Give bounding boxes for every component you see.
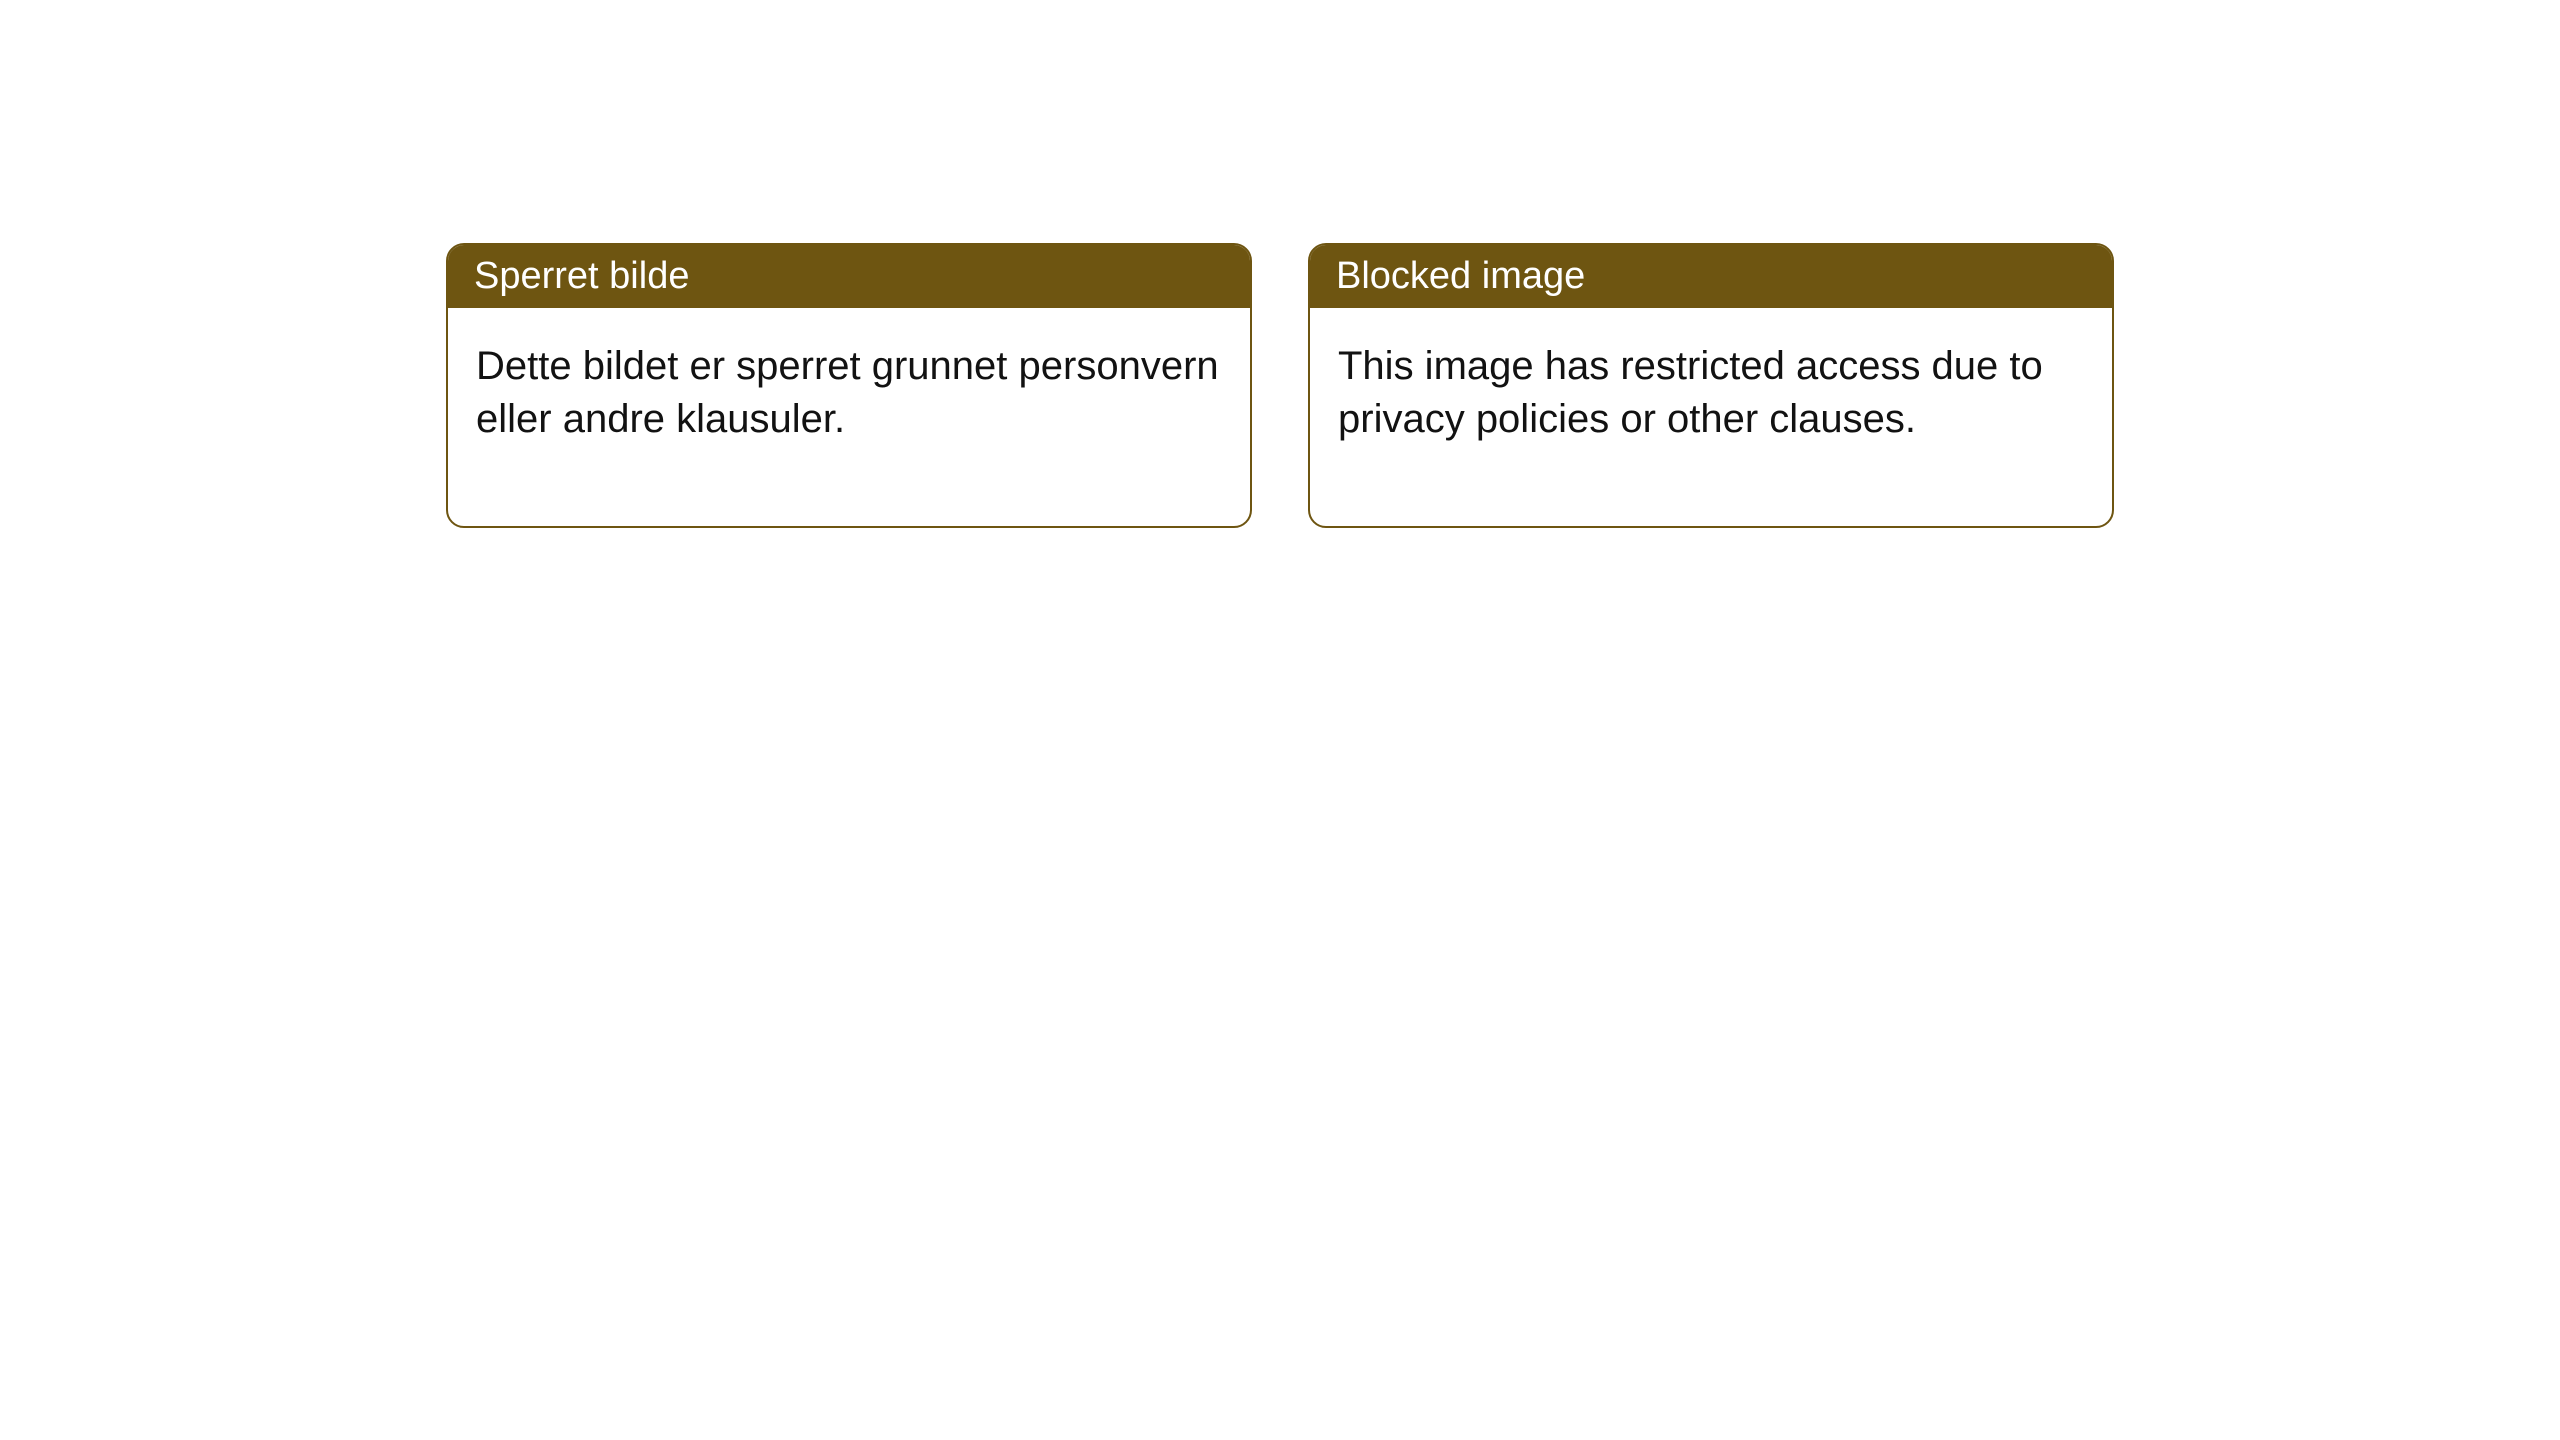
card-body-text: Dette bildet er sperret grunnet personve… <box>476 344 1219 441</box>
card-body-text: This image has restricted access due to … <box>1338 344 2043 441</box>
notice-cards-row: Sperret bilde Dette bildet er sperret gr… <box>446 243 2114 528</box>
notice-card-english: Blocked image This image has restricted … <box>1308 243 2114 528</box>
card-title: Blocked image <box>1336 255 1585 297</box>
card-header: Blocked image <box>1310 245 2112 308</box>
card-body: Dette bildet er sperret grunnet personve… <box>448 308 1250 526</box>
card-body: This image has restricted access due to … <box>1310 308 2112 526</box>
card-title: Sperret bilde <box>474 255 689 297</box>
card-header: Sperret bilde <box>448 245 1250 308</box>
notice-card-norwegian: Sperret bilde Dette bildet er sperret gr… <box>446 243 1252 528</box>
